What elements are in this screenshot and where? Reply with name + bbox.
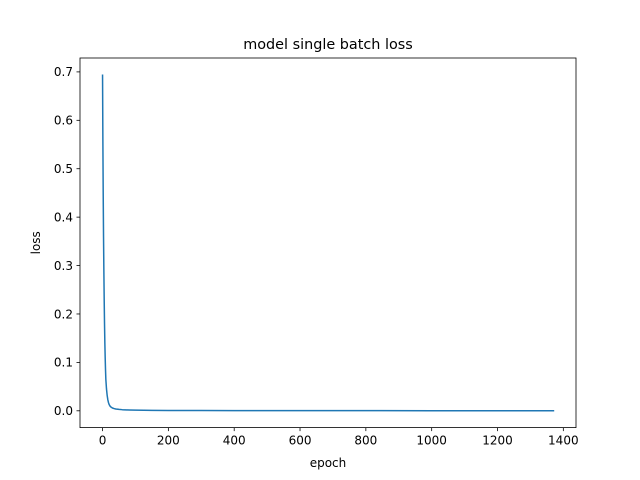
x-tick-label: 800 <box>354 434 377 448</box>
x-tick-label: 0 <box>99 434 107 448</box>
plot-area <box>101 74 555 412</box>
y-tick-label: 0.6 <box>54 114 73 128</box>
y-tick-label: 0.5 <box>54 162 73 176</box>
y-tick-label: 0.0 <box>54 404 73 418</box>
series-line-0 <box>101 74 555 412</box>
y-tick-label: 0.2 <box>54 307 73 321</box>
x-axis-ticks: 0 200 400 600 800 1000 1200 1400 <box>99 427 579 448</box>
y-tick-label: 0.7 <box>54 65 73 79</box>
x-tick-label: 1000 <box>416 434 447 448</box>
x-tick-label: 400 <box>223 434 246 448</box>
plot-frame <box>79 57 577 429</box>
chart-title: model single batch loss <box>243 37 413 53</box>
x-tick-label: 200 <box>157 434 180 448</box>
y-axis-ticks: 0.0 0.1 0.2 0.3 0.4 0.5 0.6 0.7 <box>54 65 80 418</box>
x-tick-label: 1400 <box>548 434 579 448</box>
x-axis-label: epoch <box>310 456 347 470</box>
y-tick-label: 0.1 <box>54 356 73 370</box>
y-axis-label: loss <box>29 231 43 254</box>
y-tick-label: 0.4 <box>54 210 73 224</box>
y-tick-label: 0.3 <box>54 259 73 273</box>
x-tick-label: 1200 <box>482 434 513 448</box>
x-tick-label: 600 <box>289 434 312 448</box>
